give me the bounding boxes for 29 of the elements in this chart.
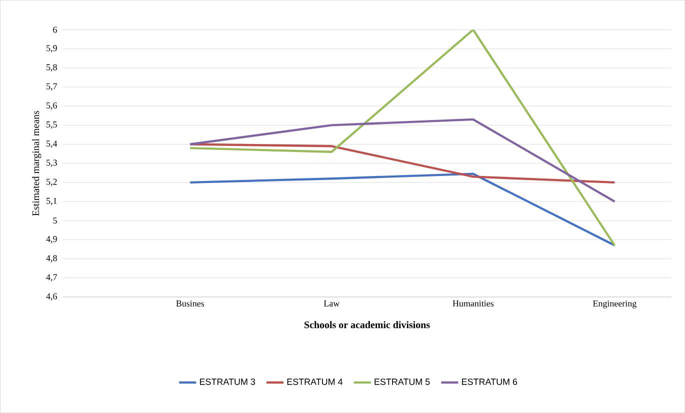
y-tick-label: 4,6 (46, 293, 57, 301)
x-tick-label: Engineering (593, 300, 636, 308)
x-tick-label: Humanities (452, 300, 494, 307)
line-series (189, 143, 616, 184)
legend-label: ESTRATUM 6 (462, 378, 518, 386)
y-axis-title: Estimated marginal means (32, 111, 42, 216)
y-tick-label: 5 (53, 218, 57, 224)
line-series (189, 30, 616, 247)
y-tick-label: 5,3 (46, 160, 57, 168)
line-series (189, 118, 616, 203)
line-series (189, 172, 616, 247)
legend-label: ESTRATUM 4 (287, 378, 343, 386)
y-tick-label: 4,7 (46, 274, 57, 282)
y-tick-label: 5,1 (46, 198, 57, 206)
x-tick-label: Law (324, 300, 340, 307)
y-tick-label: 5,8 (46, 64, 57, 72)
y-tick-label: 5,9 (46, 45, 57, 53)
legend-label: ESTRATUM 5 (374, 378, 430, 386)
y-tick-label: 6 (53, 26, 57, 33)
y-tick-label: 5,4 (46, 140, 58, 148)
y-tick-label: 4,9 (46, 236, 57, 244)
y-tick-label: 5,6 (46, 102, 57, 110)
legend-label: ESTRATUM 3 (200, 378, 256, 386)
y-tick-label: 5,2 (46, 178, 57, 186)
y-tick-label: 4,8 (46, 255, 57, 263)
y-tick-label: 5,5 (46, 122, 57, 129)
x-axis-title: Schools or academic divisions (304, 321, 430, 328)
x-tick-label: Busines (176, 300, 204, 307)
y-tick-label: 5,7 (46, 83, 57, 91)
